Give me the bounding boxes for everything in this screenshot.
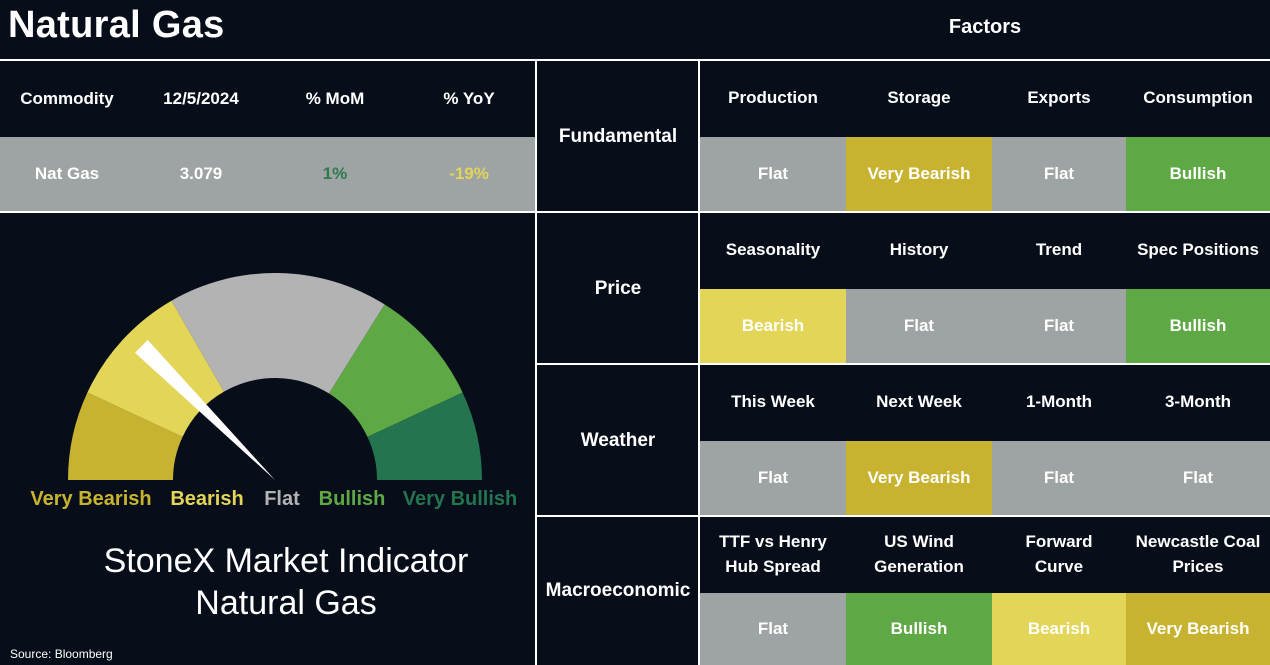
factors-title: Factors bbox=[948, 16, 1022, 38]
indicator-title-line1: StoneX Market Indicator bbox=[103, 542, 469, 580]
commodity-row bbox=[0, 137, 536, 211]
factor-rating: Flat bbox=[992, 289, 1126, 364]
factor-name: Forward Curve bbox=[1025, 531, 1093, 576]
category-macroeconomic: Macroeconomic bbox=[545, 580, 691, 602]
factor-rating: Bullish bbox=[1126, 137, 1270, 212]
divider bbox=[536, 363, 1270, 365]
gauge-label-very-bearish: Very Bearish bbox=[30, 488, 152, 510]
factor-rating: Bearish bbox=[700, 289, 846, 364]
gauge-legend: Very Bearish Bearish Flat Bullish Very B… bbox=[0, 488, 536, 518]
cell-yoy: -19% bbox=[449, 163, 489, 183]
factor-rating: Flat bbox=[1126, 441, 1270, 516]
category-weather: Weather bbox=[580, 429, 656, 451]
factor-rating: Bearish bbox=[992, 593, 1126, 665]
divider bbox=[698, 59, 700, 665]
factor-name: Trend bbox=[1035, 240, 1083, 260]
gauge-segment-flat bbox=[171, 273, 385, 394]
category-fundamental: Fundamental bbox=[558, 125, 678, 147]
divider bbox=[0, 59, 1270, 61]
factor-rating: Flat bbox=[992, 441, 1126, 516]
factor-name: This Week bbox=[731, 392, 815, 412]
factor-rating: Flat bbox=[846, 289, 992, 364]
category-price: Price bbox=[594, 277, 642, 299]
cell-mom: 1% bbox=[322, 163, 348, 183]
cell-price: 3.079 bbox=[179, 163, 223, 183]
factor-rating: Flat bbox=[992, 137, 1126, 212]
cell-commodity: Nat Gas bbox=[34, 163, 100, 183]
factor-rating: Flat bbox=[700, 441, 846, 516]
gauge-segment-very-bearish bbox=[68, 392, 183, 480]
header-mom: % MoM bbox=[305, 88, 365, 108]
gauge-needle bbox=[134, 339, 275, 480]
factor-name: 1-Month bbox=[1025, 392, 1093, 412]
factor-name: Spec Positions bbox=[1137, 240, 1259, 260]
factor-rating: Bullish bbox=[846, 593, 992, 665]
gauge-label-bullish: Bullish bbox=[318, 488, 386, 510]
factor-rating: Flat bbox=[700, 137, 846, 212]
factor-name: Next Week bbox=[876, 392, 962, 412]
divider bbox=[536, 515, 1270, 517]
indicator-title: StoneX Market Indicator Natural Gas bbox=[0, 540, 572, 624]
gauge-label-flat: Flat bbox=[264, 488, 300, 510]
factor-rating: Flat bbox=[700, 593, 846, 665]
factor-name: Consumption bbox=[1143, 88, 1253, 108]
divider bbox=[0, 211, 1270, 213]
factor-name: Exports bbox=[1027, 88, 1091, 108]
factor-name: Storage bbox=[887, 88, 951, 108]
header-date: 12/5/2024 bbox=[163, 88, 239, 108]
factor-rating: Very Bearish bbox=[1126, 593, 1270, 665]
factor-name: 3-Month bbox=[1164, 392, 1232, 412]
gauge-segment-very-bullish bbox=[367, 392, 482, 480]
factor-name: Seasonality bbox=[725, 240, 821, 260]
header-commodity: Commodity bbox=[20, 88, 114, 108]
factor-name: TTF vs Henry Hub Spread bbox=[719, 531, 827, 576]
gauge-segment-bullish bbox=[329, 304, 463, 437]
factor-name: US Wind Generation bbox=[874, 531, 964, 576]
gauge-label-bearish: Bearish bbox=[170, 488, 244, 510]
factor-name: Newcastle Coal Prices bbox=[1135, 531, 1261, 576]
factor-rating: Very Bearish bbox=[846, 441, 992, 516]
divider bbox=[535, 59, 537, 665]
factor-name: History bbox=[889, 240, 949, 260]
gauge-chart bbox=[68, 273, 482, 480]
factor-rating: Bullish bbox=[1126, 289, 1270, 364]
factor-name: Production bbox=[728, 88, 818, 108]
gauge-label-very-bullish: Very Bullish bbox=[402, 488, 518, 510]
factor-rating: Very Bearish bbox=[846, 137, 992, 212]
indicator-title-line2: Natural Gas bbox=[195, 584, 377, 622]
header-yoy: % YoY bbox=[443, 88, 495, 108]
page-title: Natural Gas bbox=[8, 4, 225, 46]
source-note: Source: Bloomberg bbox=[10, 647, 113, 661]
